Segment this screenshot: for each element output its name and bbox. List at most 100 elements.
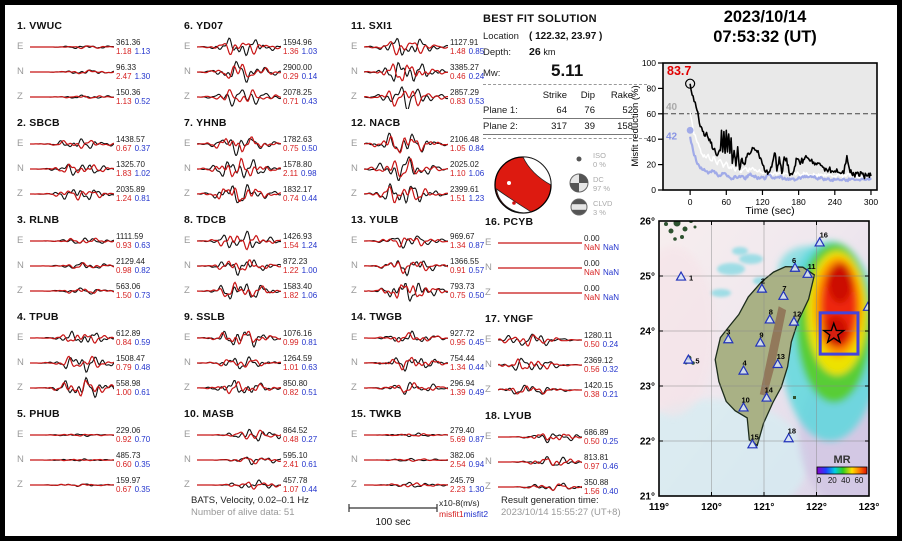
misfit1-value: 0.50 (584, 436, 600, 446)
trace-synthetic (498, 433, 582, 441)
misfit2-value: 1.06 (468, 168, 485, 178)
misfit1-value: 1.48 (450, 46, 466, 56)
trace-observed (197, 283, 281, 300)
channel-row-N: N 1578.80 2.11 0.98 (184, 156, 344, 181)
waveform-trace (197, 380, 281, 395)
series-best-misfit-reduction (689, 83, 872, 180)
trace-synthetic (364, 237, 448, 248)
peak-amplitude: 1438.57 (116, 134, 145, 144)
trace-synthetic (498, 458, 582, 467)
station-marker-TWKB (746, 438, 758, 449)
station-block-YULB: 13. YULB E 969.67 1.34 0.87 N 1366.55 0.91 0.57 Z… (351, 213, 511, 304)
misfit2-value: 0.27 (301, 434, 318, 444)
misfit1-value: 2.23 (450, 484, 466, 494)
channel-row-Z: Z 296.94 1.39 0.49 (351, 375, 511, 400)
peak-amplitude: 969.67 (450, 231, 475, 241)
channel-label: Z (184, 91, 190, 102)
peak-amplitude: 2106.48 (450, 134, 479, 144)
peak-amplitude: 686.89 (584, 427, 609, 437)
channel-values: 3385.27 0.46 0.24 (448, 63, 506, 81)
waveform-trace (498, 482, 582, 492)
channel-values: 850.80 0.82 0.51 (281, 379, 339, 397)
channel-label: N (351, 357, 358, 368)
peak-amplitude: 485.73 (116, 450, 141, 460)
event-time: 07:53:32 (UT) (713, 28, 817, 46)
trace-synthetic (364, 157, 448, 178)
rake-header: Rake (610, 90, 633, 101)
channel-values: 1782.63 0.75 0.50 (281, 135, 339, 153)
channel-row-N: N 96.33 2.47 1.30 (17, 59, 177, 84)
misfit1-legend: misfit1 (439, 509, 464, 519)
trace-synthetic (364, 482, 448, 488)
station-marker-YNGF (862, 301, 869, 311)
misfit2-value: 0.85 (468, 46, 485, 56)
waveform-trace (197, 356, 281, 370)
trace-observed (30, 163, 114, 177)
misfit2-value: 1.02 (134, 168, 151, 178)
plot-frame (662, 62, 878, 191)
channel-values: 382.06 2.54 0.94 (448, 451, 506, 469)
channel-row-Z: Z 1832.17 0.74 0.44 (184, 181, 344, 206)
waveform-trace (30, 237, 114, 244)
series-white-reference (689, 112, 872, 180)
lat-tick-label: 24° (640, 327, 655, 338)
channel-label: N (184, 260, 191, 271)
misfit-reduction-chart: 0 20 40 60 80 100 0 60 120 180 240 300 Misfit reduct… (630, 58, 878, 217)
channel-label: Z (17, 285, 23, 296)
channel-values: 457.78 1.07 0.44 (281, 476, 339, 494)
misfit2-value: 0.35 (134, 459, 151, 469)
station-title: 8. TDCB (184, 214, 227, 226)
location-value: ( 122.32, 23.97 ) (529, 31, 603, 42)
misfit1-value: 5.69 (450, 434, 466, 444)
peak-amplitude: 361.36 (116, 37, 141, 47)
peak-amplitude: 1127.91 (450, 37, 479, 47)
station-block-VWUC: 1. VWUC E 361.36 1.18 1.13 N 96.33 2.47 1.30 Z 150… (17, 19, 177, 110)
misfit1-value: 0.97 (584, 461, 600, 471)
station-marker-MASB (737, 401, 750, 412)
trace-synthetic (498, 385, 582, 395)
channel-row-N: N 2900.00 0.29 0.14 (184, 59, 344, 84)
misfit1-value: 1.01 (283, 362, 299, 372)
channel-values: 1127.91 1.48 0.85 (448, 38, 506, 56)
channel-row-E: E 686.89 0.50 0.25 (485, 424, 645, 449)
channel-values: 1420.15 0.38 0.21 (582, 381, 640, 399)
station-number-YNGF: 17 (869, 294, 877, 303)
channel-row-E: E 927.72 0.95 0.45 (351, 325, 511, 350)
station-number-SBCB: 2 (761, 277, 765, 286)
channel-row-N: N 1508.47 0.79 0.48 (17, 350, 177, 375)
lat-tick-label: 25° (640, 272, 655, 283)
misfit1-value: 1.05 (450, 143, 466, 153)
mech-name-ISO: ISO (593, 151, 606, 160)
misfit2-value: 0.94 (468, 459, 485, 469)
station-title: 9. SSLB (184, 311, 226, 323)
peak-amplitude: 1832.17 (283, 184, 312, 194)
misfit2-value: 0.45 (468, 337, 485, 347)
misfit2-value: 0.48 (134, 362, 151, 372)
channel-values: 0.00 NaN NaN (582, 234, 640, 252)
channel-values: 350.88 1.56 0.40 (582, 478, 640, 496)
waveform-trace (30, 94, 114, 99)
channel-row-N: N 0.00 NaN NaN (485, 255, 645, 280)
trace-synthetic (30, 355, 114, 368)
peak-amplitude: 1264.59 (283, 353, 312, 363)
peak-amplitude: 563.06 (116, 281, 141, 291)
trace-synthetic (364, 186, 448, 204)
channel-label: E (17, 138, 24, 149)
station-marker-TWGB (761, 391, 773, 402)
waveform-trace (30, 189, 114, 201)
peak-amplitude: 2078.25 (283, 87, 312, 97)
trace-synthetic (197, 380, 281, 395)
station-title: 14. TWGB (351, 311, 403, 323)
alive-data-line: Number of alive data: 51 (191, 507, 295, 518)
channel-values: 686.89 0.50 0.25 (582, 428, 640, 446)
channel-values: 2035.89 1.24 0.81 (114, 185, 172, 203)
station-block-TWKB: 15. TWKB E 279.40 5.69 0.87 N 382.06 2.54 0.94 Z 2… (351, 407, 511, 498)
channel-row-N: N 872.23 1.22 1.00 (184, 253, 344, 278)
y-tick-label: 40 (647, 134, 657, 144)
peak-amplitude: 150.36 (116, 87, 141, 97)
channel-label: N (485, 456, 492, 467)
channel-label: Z (17, 382, 23, 393)
trace-observed (364, 156, 448, 181)
misfit1-value: 1.83 (116, 168, 132, 178)
